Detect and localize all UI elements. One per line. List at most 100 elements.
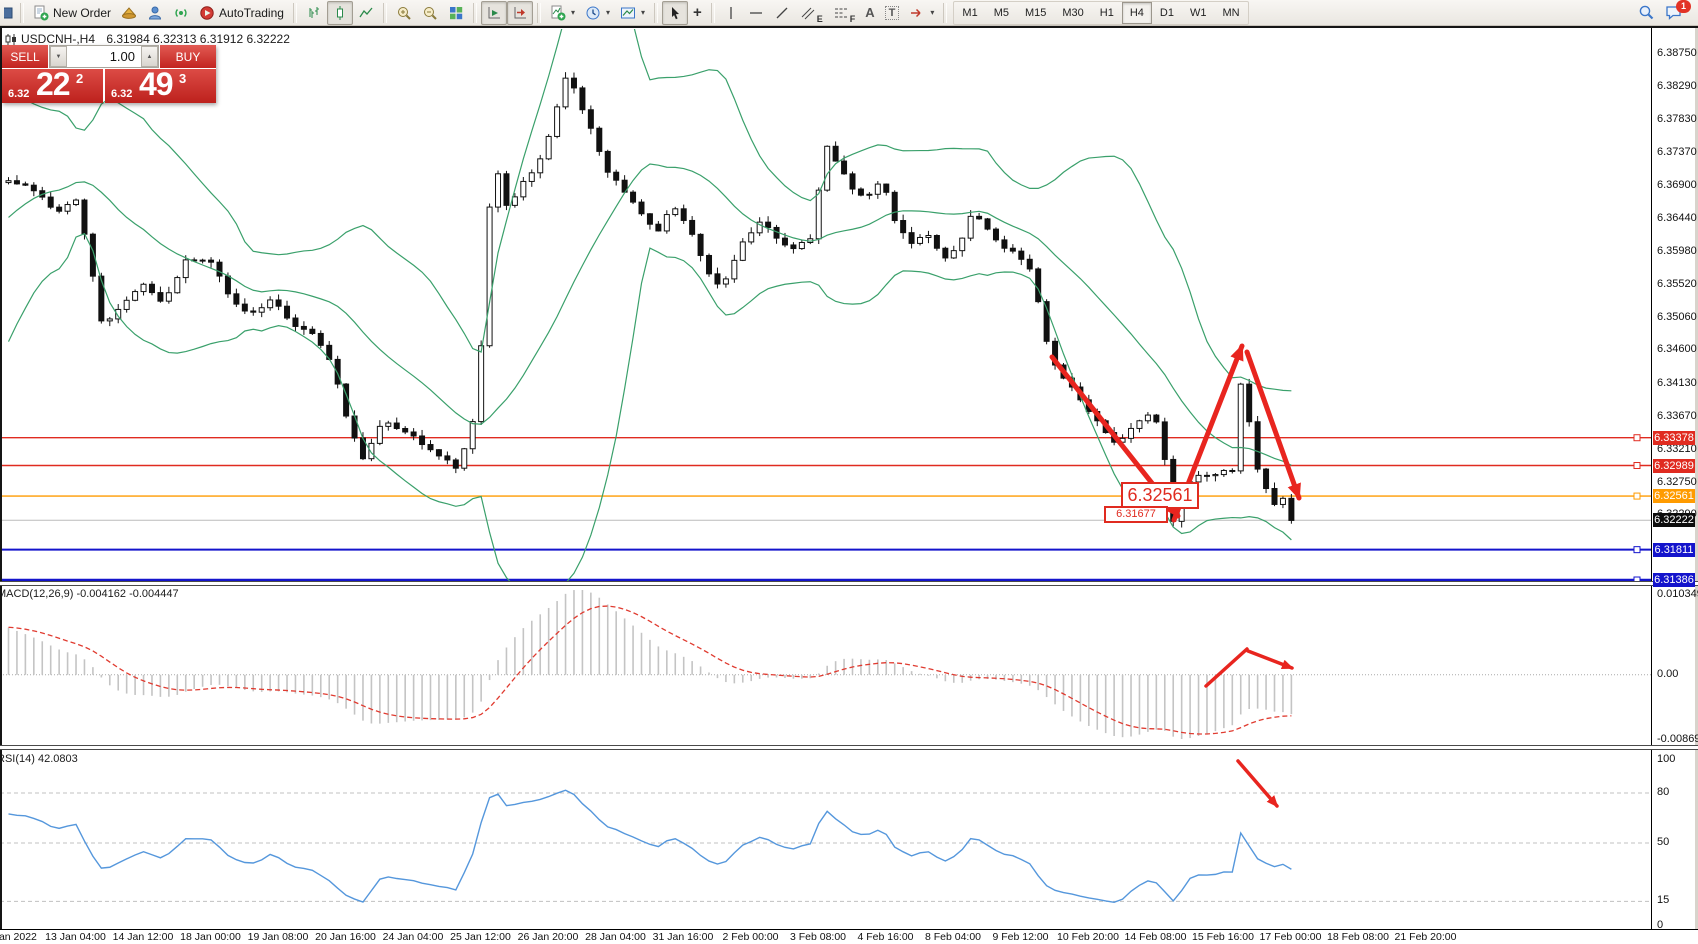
time-label: 31 Jan 16:00 — [652, 931, 714, 943]
price-line-label-6.31386: 6.31386 — [1653, 573, 1695, 587]
window-right-edge — [1695, 28, 1698, 943]
time-label: 9 Feb 12:00 — [992, 931, 1049, 943]
rsi-tick-100: 100 — [1657, 752, 1676, 765]
channel-icon — [801, 7, 815, 19]
text-label-tool-button[interactable]: T — [880, 1, 905, 25]
rsi-tick-15: 15 — [1657, 894, 1670, 907]
rsi-tick-80: 80 — [1657, 786, 1670, 798]
price-tick: 6.36900 — [1657, 179, 1697, 192]
tile-windows-button[interactable] — [443, 1, 469, 25]
line-chart-mode-button[interactable] — [353, 1, 379, 25]
price-annotation-6.32561[interactable]: 6.32561 — [1121, 482, 1199, 509]
buy-price-pip: 3 — [179, 71, 187, 86]
tf-button-M5[interactable]: M5 — [993, 6, 1009, 19]
buy-price-button[interactable]: 6.32 49 3 — [105, 66, 216, 103]
candlestick-mode-button[interactable] — [326, 0, 353, 25]
zoom-in-button[interactable] — [391, 1, 417, 25]
buy-price-prefix: 6.32 — [111, 88, 133, 100]
tf-button-M30[interactable]: M30 — [1062, 6, 1084, 19]
arrows-shape-icon — [911, 8, 921, 17]
indicators-button[interactable]: ▾ — [545, 1, 580, 25]
price-line-label-6.33378: 6.33378 — [1653, 430, 1695, 445]
trendline-tool-button[interactable] — [769, 1, 795, 25]
chart-shift-icon — [514, 6, 526, 18]
time-label: 12 Jan 2022 — [0, 931, 37, 943]
auto-scroll-button[interactable] — [480, 0, 507, 25]
price-macd-separator[interactable] — [0, 581, 1698, 586]
price-tick: 6.38750 — [1657, 47, 1697, 59]
periods-caret-icon[interactable]: ▾ — [605, 8, 610, 17]
price-pane[interactable] — [0, 29, 1651, 581]
price-line-label-6.31811: 6.31811 — [1653, 542, 1695, 557]
periods-button[interactable]: ▾ — [580, 1, 615, 25]
toolbar-separator — [382, 2, 387, 23]
line-handle — [1633, 434, 1641, 442]
chart-window-left-border — [0, 28, 2, 929]
horizontal-line-tool-button[interactable] — [743, 1, 769, 25]
horizontal-line-icon — [749, 11, 762, 14]
tf-button-M15[interactable]: M15 — [1024, 6, 1047, 19]
price-annotation-6.31677[interactable]: 6.31677 — [1104, 506, 1168, 523]
shapes-caret-icon[interactable]: ▾ — [930, 8, 935, 17]
macd-rsi-separator[interactable] — [0, 745, 1698, 750]
search-button[interactable] — [1633, 1, 1660, 25]
chart-title: USDCNH-,H4 6.31984 6.32313 6.31912 6.322… — [21, 32, 290, 46]
sell-button[interactable]: SELL — [2, 45, 49, 68]
tf-button-W1[interactable]: W1 — [1189, 6, 1207, 19]
sell-price-pip: 2 — [76, 71, 84, 86]
signals-button[interactable] — [168, 1, 194, 25]
shapes-tool-button[interactable]: ▾ — [904, 1, 939, 25]
tf-button-D1[interactable]: D1 — [1159, 6, 1174, 19]
time-axis[interactable]: 12 Jan 2022 13 Jan 04:00 14 Jan 12:00 18 Ja… — [0, 929, 1698, 944]
price-line-label-6.32989: 6.32989 — [1653, 458, 1695, 473]
templates-caret-icon[interactable]: ▾ — [640, 8, 645, 17]
tf-button-H4[interactable]: H4 — [1121, 1, 1152, 24]
tf-button-MN[interactable]: MN — [1222, 6, 1240, 19]
channel-tool-button[interactable]: E — [795, 1, 828, 25]
time-label: 18 Feb 08:00 — [1327, 931, 1389, 943]
line-handle — [1633, 462, 1641, 470]
volume-increase-button[interactable]: ▲ — [141, 46, 158, 67]
bar-chart-mode-button[interactable] — [301, 1, 327, 25]
new-order-label: New Order — [53, 5, 112, 20]
tf-button-H1[interactable]: H1 — [1099, 6, 1114, 19]
volume-input[interactable]: 1.00 — [109, 49, 135, 64]
notifications-button[interactable]: 1 — [1660, 0, 1691, 25]
tf-button-M1[interactable]: M1 — [962, 6, 978, 19]
time-label: 10 Feb 20:00 — [1057, 931, 1119, 943]
candlestick-icon — [336, 5, 343, 20]
macd-pane[interactable] — [0, 586, 1651, 745]
volume-decrease-button[interactable]: ▼ — [50, 46, 67, 67]
buy-button[interactable]: BUY — [159, 45, 216, 68]
expert-advisor-button[interactable] — [116, 1, 142, 25]
time-label: 20 Jan 16:00 — [315, 931, 376, 943]
fibonacci-icon — [834, 8, 847, 17]
new-order-button[interactable]: New Order — [28, 1, 116, 25]
indicators-icon — [551, 5, 566, 20]
rsi-pane[interactable] — [0, 750, 1651, 928]
templates-button[interactable]: ▾ — [615, 1, 650, 25]
line-handle — [1633, 576, 1641, 581]
sell-price-button[interactable]: 6.32 22 2 — [2, 66, 103, 103]
zoom-in-icon — [397, 6, 411, 20]
toolbar-separator — [20, 2, 24, 23]
time-label: 26 Jan 20:00 — [517, 931, 579, 943]
fibonacci-tool-button[interactable]: F — [828, 1, 861, 25]
time-label: 24 Jan 04:00 — [382, 931, 444, 943]
autotrading-icon — [200, 5, 214, 20]
autotrading-button[interactable]: AutoTrading — [194, 1, 289, 25]
profile-button[interactable] — [142, 1, 168, 25]
zoom-out-button[interactable] — [417, 1, 443, 25]
chart-shift-button[interactable] — [506, 0, 533, 25]
cursor-tool-button[interactable] — [662, 0, 688, 25]
indicators-caret-icon[interactable]: ▾ — [570, 8, 575, 17]
time-label: 15 Feb 16:00 — [1192, 931, 1254, 943]
price-tick: 6.35980 — [1657, 244, 1697, 257]
macd-axis-min: -0.008696 — [1657, 733, 1698, 745]
text-tool-button[interactable]: A — [860, 1, 879, 25]
time-label: 4 Feb 16:00 — [857, 931, 914, 943]
crosshair-tool-button[interactable]: + — [688, 1, 707, 25]
time-label: 21 Feb 20:00 — [1394, 931, 1457, 943]
time-label: 28 Jan 04:00 — [585, 931, 646, 943]
vertical-line-tool-button[interactable] — [719, 1, 743, 25]
